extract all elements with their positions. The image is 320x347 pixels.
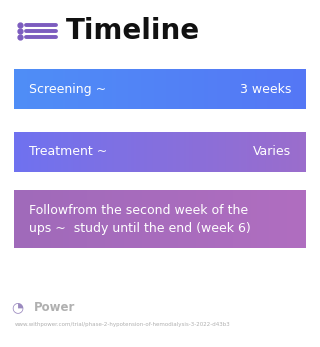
Text: Varies: Varies — [253, 145, 291, 158]
Text: Treatment ~: Treatment ~ — [29, 145, 107, 158]
Text: www.withpower.com/trial/phase-2-hypotension-of-hemodialysis-3-2022-d43b3: www.withpower.com/trial/phase-2-hypotens… — [14, 322, 230, 327]
Text: Followfrom the second week of the
ups ~  study until the end (week 6): Followfrom the second week of the ups ~ … — [29, 204, 251, 235]
Text: Screening ~: Screening ~ — [29, 83, 106, 96]
Text: Timeline: Timeline — [66, 17, 200, 45]
Text: 3 weeks: 3 weeks — [240, 83, 291, 96]
Text: ◔: ◔ — [12, 300, 24, 314]
Text: Power: Power — [34, 301, 75, 314]
